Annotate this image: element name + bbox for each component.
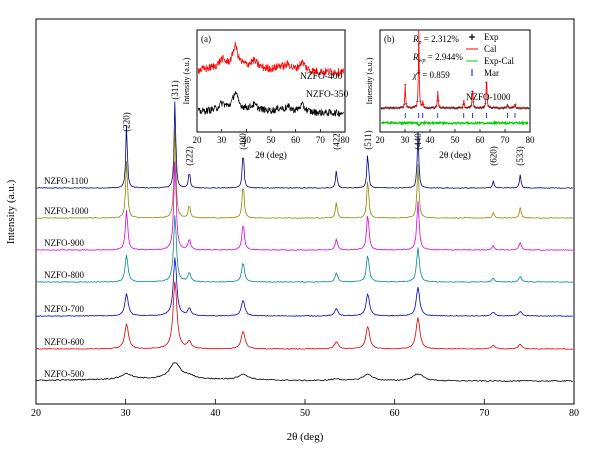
- peak-label-311: (311): [170, 80, 180, 99]
- inset-a-y-axis-label: Intensity (a.u.): [182, 57, 191, 104]
- series-label-nzfo-900: NZFO-900: [44, 238, 84, 248]
- inset-a-panel-label: (a): [201, 34, 211, 44]
- main-x-axis-label: 2θ (deg): [287, 431, 324, 443]
- legend-label-cal: Cal: [484, 44, 497, 54]
- fit-stat-rp-value: = 2.312%: [422, 34, 460, 44]
- series-line-nzfo-600: [35, 281, 573, 350]
- inset-b-x-tick-label-50: 50: [451, 135, 461, 145]
- main-x-tick-label-30: 30: [121, 408, 131, 419]
- inset-b-x-axis-label: 2θ (deg): [439, 150, 471, 161]
- inset-a-series-label-nzfo-350: NZFO-350: [306, 90, 348, 100]
- fit-stat-chi2-sup: 2: [417, 70, 420, 76]
- inset-a: (a) NZFO-400 NZFO-350 20 30 40 50 60 70 80 2θ …: [182, 29, 351, 161]
- peak-label-511: (511): [363, 130, 373, 149]
- series-label-nzfo-800: NZFO-800: [44, 270, 84, 280]
- fit-stat-rwp-sub: wp: [419, 58, 426, 64]
- peak-label-422: (422): [331, 130, 341, 150]
- fit-stat-chi2-value: = 0.859: [420, 70, 450, 80]
- peak-label-620: (620): [488, 146, 498, 166]
- series-line-nzfo-1000: [35, 130, 574, 219]
- inset-b-x-tick-label-40: 40: [426, 135, 436, 145]
- fit-stat-rp-sub: p: [418, 40, 422, 46]
- inset-a-x-axis-label: 2θ (deg): [255, 150, 287, 161]
- peak-label-400: (400): [238, 130, 248, 150]
- main-panel: NZFO-1100 NZFO-1000 NZFO-900 NZFO-800 NZFO-7…: [5, 18, 579, 443]
- legend-label-exp-cal: Exp-Cal: [484, 56, 514, 66]
- fit-stat-rwp-symbol: R: [412, 52, 419, 62]
- inset-b-x-ticks: 20 30 40 50 60 70 80: [376, 129, 536, 145]
- inset-a-x-ticks: 20 30 40 50 60 70 80: [193, 129, 351, 145]
- peak-label-533: (533): [515, 146, 525, 166]
- inset-a-series-line-nzfo-400: [197, 41, 344, 77]
- fit-stat-rwp: Rwp = 2.944%: [412, 52, 463, 64]
- fit-stat-chi2-symbol: χ: [412, 70, 418, 80]
- inset-b-cal-line: [381, 29, 529, 109]
- main-x-tick-label-70: 70: [479, 408, 489, 419]
- inset-a-x-tick-label-80: 80: [341, 135, 351, 145]
- legend-label-exp: Exp: [484, 32, 499, 42]
- fit-stat-rp: Rp = 2.312%: [412, 34, 459, 46]
- fit-stat-rp-symbol: R: [412, 34, 419, 44]
- inset-b-fit-stats: Rp = 2.312% Rwp = 2.944% χ2 = 0.859: [412, 34, 463, 80]
- inset-a-x-tick-label-50: 50: [267, 135, 277, 145]
- series-label-nzfo-1000: NZFO-1000: [44, 206, 89, 216]
- inset-b-y-axis-label: Intensity (a.u.): [365, 57, 374, 104]
- inset-b-x-tick-label-70: 70: [501, 135, 511, 145]
- series-line-nzfo-1100: [35, 101, 574, 189]
- legend-marker-exp: [469, 34, 475, 40]
- main-series-labels: NZFO-1100 NZFO-1000 NZFO-900 NZFO-800 NZFO-7…: [44, 176, 89, 379]
- inset-b-x-tick-label-80: 80: [526, 135, 536, 145]
- inset-a-x-tick-label-60: 60: [291, 135, 301, 145]
- inset-b-sample-label: NZFO-1000: [466, 92, 511, 102]
- inset-a-series-line-nzfo-350: [197, 91, 344, 117]
- series-line-nzfo-900: [35, 161, 573, 251]
- inset-b: (b) Rp = 2.312% Rwp = 2.944% χ2 = 0.859 …: [365, 29, 536, 161]
- main-x-tick-label-40: 40: [210, 408, 220, 419]
- series-label-nzfo-1100: NZFO-1100: [44, 176, 89, 186]
- series-line-nzfo-800: [35, 215, 573, 283]
- main-x-tick-label-50: 50: [300, 408, 310, 419]
- series-label-nzfo-700: NZFO-700: [44, 304, 84, 314]
- peak-label-220: (220): [122, 112, 132, 132]
- peak-label-222: (222): [184, 146, 194, 166]
- fit-stat-chi2: χ2 = 0.859: [412, 70, 450, 80]
- main-x-tick-label-80: 80: [569, 408, 579, 419]
- peak-label-440: (440): [413, 130, 423, 150]
- legend-label-mar: Mar: [484, 68, 499, 78]
- inset-b-series-group: [380, 29, 530, 127]
- inset-a-x-tick-label-20: 20: [193, 135, 203, 145]
- inset-a-x-tick-label-40: 40: [242, 135, 252, 145]
- main-peak-labels: (220) (311) (222) (400) (422) (511) (440) (620)…: [122, 80, 526, 165]
- series-label-nzfo-500: NZFO-500: [44, 369, 84, 379]
- inset-b-legend: Exp Cal Exp-Cal Mar: [466, 32, 514, 78]
- main-series-group: [35, 101, 574, 382]
- inset-b-panel-label: (b): [384, 34, 395, 44]
- main-x-tick-label-60: 60: [390, 408, 400, 419]
- inset-b-exp-cal-line: [381, 120, 529, 127]
- inset-a-x-tick-label-30: 30: [217, 135, 227, 145]
- inset-b-x-tick-label-30: 30: [401, 135, 411, 145]
- main-x-tick-label-20: 20: [31, 408, 41, 419]
- main-x-ticks: 20 30 40 50 60 70 80: [31, 399, 579, 419]
- inset-b-x-tick-label-60: 60: [476, 135, 486, 145]
- inset-a-series-label-nzfo-400: NZFO-400: [300, 72, 342, 82]
- main-y-axis-label: Intensity (a.u.): [5, 179, 17, 244]
- series-line-nzfo-700: [35, 257, 573, 317]
- series-line-nzfo-500: [35, 362, 573, 382]
- inset-b-x-tick-label-20: 20: [376, 135, 386, 145]
- inset-a-x-tick-label-70: 70: [316, 135, 326, 145]
- inset-a-series-group: [197, 41, 344, 117]
- fit-stat-rwp-value: = 2.944%: [426, 52, 464, 62]
- series-label-nzfo-600: NZFO-600: [44, 337, 84, 347]
